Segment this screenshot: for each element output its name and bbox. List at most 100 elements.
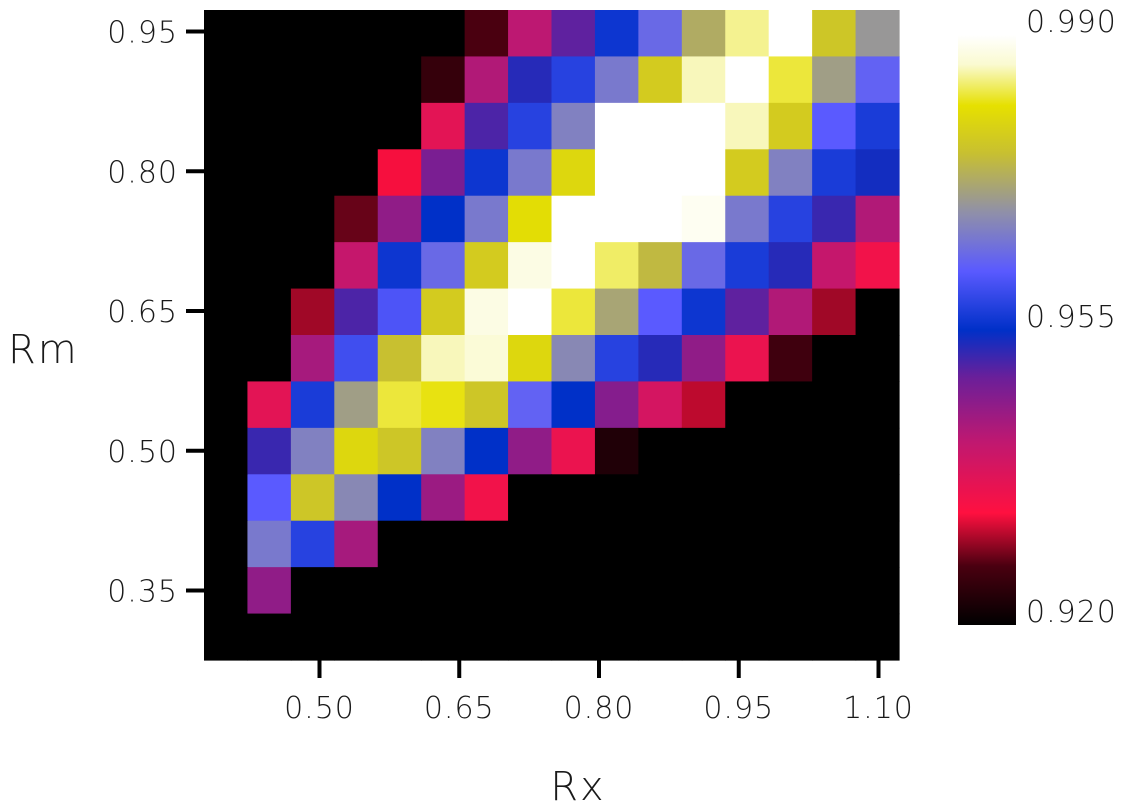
heatmap-cell: [508, 149, 553, 197]
heatmap-cell: [421, 381, 466, 429]
heatmap-cell: [725, 335, 770, 383]
heatmap-cell: [855, 567, 900, 615]
heatmap-cell: [421, 474, 466, 522]
heatmap-cell: [508, 10, 553, 58]
heatmap-cell: [812, 381, 857, 429]
heatmap-cell: [768, 335, 813, 383]
heatmap-cell: [812, 520, 857, 568]
heatmap-cell: [768, 381, 813, 429]
x-tick-label: 1.10: [843, 691, 914, 726]
heatmap-cell: [334, 381, 379, 429]
heatmap-cell: [421, 102, 466, 150]
heatmap-cell: [725, 427, 770, 475]
heatmap-cell: [638, 520, 683, 568]
heatmap-cell: [681, 242, 726, 290]
heatmap-cell: [725, 10, 770, 58]
heatmap-cell: [725, 102, 770, 150]
heatmap-cell: [377, 520, 422, 568]
x-tick-label: 0.95: [703, 691, 774, 726]
heatmap-cell: [855, 381, 900, 429]
heatmap-cell: [551, 520, 596, 568]
heatmap-cell: [247, 195, 292, 243]
heatmap-cell: [812, 288, 857, 336]
heatmap-cell: [855, 242, 900, 290]
heatmap-cell: [768, 613, 813, 661]
heatmap-cell: [290, 102, 335, 150]
heatmap-cell: [508, 102, 553, 150]
heatmap-cell: [638, 427, 683, 475]
heatmap-cell: [290, 474, 335, 522]
heatmap-cell: [290, 195, 335, 243]
heatmap-cell: [421, 242, 466, 290]
heatmap-cell: [812, 10, 857, 58]
heatmap-cell: [812, 195, 857, 243]
heatmap-cell: [594, 242, 639, 290]
plot-area: [204, 10, 900, 661]
heatmap-cell: [204, 381, 249, 429]
y-axis-title: Rm: [8, 327, 79, 373]
heatmap-cell: [551, 335, 596, 383]
heatmap-cell: [421, 149, 466, 197]
heatmap-cell: [812, 427, 857, 475]
heatmap-cell: [204, 567, 249, 615]
x-tick-label: 0.80: [564, 691, 635, 726]
colorbar: 0.990 0.955 0.920: [958, 5, 1117, 630]
heatmap-cell: [290, 567, 335, 615]
heatmap-cell: [594, 56, 639, 104]
heatmap-cell: [768, 242, 813, 290]
heatmap-cell: [247, 335, 292, 383]
heatmap-cell: [508, 567, 553, 615]
heatmap-cell: [768, 195, 813, 243]
heatmap-cell: [464, 381, 509, 429]
heatmap-cell: [334, 474, 379, 522]
heatmap-cell: [725, 520, 770, 568]
heatmap-cell: [594, 474, 639, 522]
heatmap-cell: [464, 613, 509, 661]
heatmap-cell: [421, 427, 466, 475]
heatmap-cell: [638, 613, 683, 661]
heatmap-cell: [247, 288, 292, 336]
heatmap-cell: [638, 102, 683, 150]
heatmap-cell: [638, 149, 683, 197]
heatmap-cell: [377, 613, 422, 661]
heatmap-cell: [508, 381, 553, 429]
heatmap-cell: [204, 10, 249, 58]
x-axis: 0.50 0.65 0.80 0.95 1.10: [284, 660, 914, 726]
heatmap-cell: [812, 613, 857, 661]
y-tick-label: 0.80: [107, 155, 178, 190]
heatmap-cell: [464, 149, 509, 197]
heatmap-cell: [812, 149, 857, 197]
heatmap-cell: [508, 474, 553, 522]
heatmap-cell: [594, 102, 639, 150]
heatmap-cell: [334, 427, 379, 475]
heatmap-cell: [812, 474, 857, 522]
heatmap-cell: [334, 195, 379, 243]
x-axis-title: Rx: [550, 764, 605, 806]
heatmap-cell: [551, 288, 596, 336]
heatmap-cell: [421, 288, 466, 336]
heatmap-cell: [855, 56, 900, 104]
heatmap-cell: [638, 242, 683, 290]
heatmap-cell: [725, 149, 770, 197]
heatmap-cell: [681, 335, 726, 383]
heatmap-cell: [551, 381, 596, 429]
heatmap-cell: [334, 242, 379, 290]
y-tick-label: 0.65: [107, 295, 178, 330]
heatmap-cell: [725, 474, 770, 522]
heatmap-cell: [551, 242, 596, 290]
heatmap-cell: [334, 288, 379, 336]
heatmap-cell: [247, 613, 292, 661]
heatmap-cell: [638, 56, 683, 104]
heatmap-cell: [638, 10, 683, 58]
heatmap-cell: [377, 195, 422, 243]
colorbar-min-label: 0.920: [1026, 595, 1117, 630]
heatmap-cell: [334, 613, 379, 661]
heatmap-cell: [204, 335, 249, 383]
heatmap-cell: [247, 56, 292, 104]
heatmap-cell: [551, 102, 596, 150]
heatmap-cell: [855, 102, 900, 150]
heatmap-cell: [464, 195, 509, 243]
heatmap-cell: [247, 520, 292, 568]
heatmap-cell: [421, 335, 466, 383]
heatmap-cell: [594, 520, 639, 568]
